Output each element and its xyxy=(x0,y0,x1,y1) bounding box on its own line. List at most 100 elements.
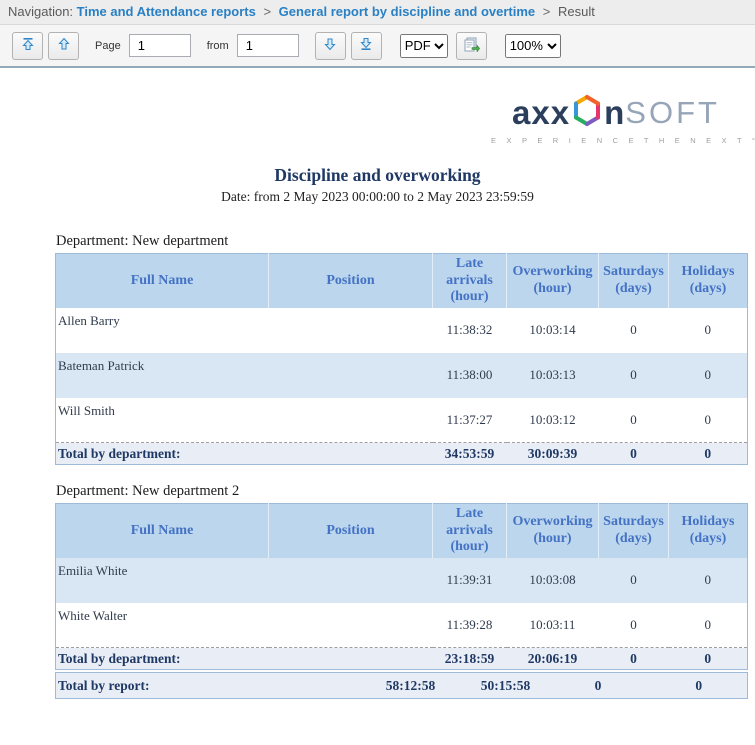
last-page-button[interactable] xyxy=(350,31,382,60)
table-row: White Walter 11:39:28 10:03:11 0 0 xyxy=(56,603,748,648)
column-header-late: Late arrivals (hour) xyxy=(432,253,507,308)
late-arrivals-value: 11:39:31 xyxy=(432,557,507,603)
report-total-table: Total by report: 58:12:58 50:15:58 0 0 xyxy=(55,672,748,700)
axxonsoft-logo: axx n SOFT E X P E R I E N C E T H E N E… xyxy=(491,92,755,145)
column-header-full-name: Full Name xyxy=(55,253,269,308)
breadcrumb-link-reports[interactable]: Time and Attendance reports xyxy=(76,4,256,19)
hexagon-logo-icon xyxy=(571,93,603,133)
overworking-value: 10:03:13 xyxy=(506,352,599,398)
overworking-value: 10:03:12 xyxy=(529,411,576,427)
logo-text-soft: SOFT xyxy=(625,94,720,130)
arrow-up-icon xyxy=(57,37,71,54)
department-total-label: Total by department: xyxy=(55,647,433,670)
report-toolbar: Page from PDF xyxy=(0,25,755,68)
zoom-select[interactable]: 100% xyxy=(504,33,561,58)
late-arrivals-value: 11:39:28 xyxy=(446,616,493,632)
breadcrumb: Navigation: Time and Attendance reports … xyxy=(0,0,755,25)
arrow-down-icon xyxy=(323,37,337,54)
employee-name: Bateman Patrick xyxy=(55,352,269,398)
next-page-button[interactable] xyxy=(314,31,346,60)
department-2-table: Full Name Position Late arrivals (hour) … xyxy=(55,503,748,671)
breadcrumb-current: Result xyxy=(557,4,595,19)
logo-tagline: E X P E R I E N C E T H E N E X T ° xyxy=(491,136,755,145)
total-overworking: 20:06:19 xyxy=(506,647,599,670)
table-header-row: Full Name Position Late arrivals (hour) … xyxy=(55,503,748,558)
employee-position xyxy=(268,557,433,603)
saturdays-value: 0 xyxy=(630,616,637,632)
table-row: Emilia White 11:39:31 10:03:08 0 0 xyxy=(55,557,748,603)
department-total-row: Total by department: 34:53:59 30:09:39 0… xyxy=(55,442,748,465)
saturdays-value: 0 xyxy=(598,557,669,603)
department-total-label: Total by department: xyxy=(55,442,433,465)
department-2-label: Department: New department 2 xyxy=(56,483,240,500)
holidays-value: 0 xyxy=(668,557,748,603)
breadcrumb-separator: > xyxy=(263,4,272,19)
column-header-saturdays: Saturdays (days) xyxy=(598,253,669,308)
employee-name: Will Smith xyxy=(58,402,115,418)
total-late-arrivals: 23:18:59 xyxy=(432,647,507,670)
table-header-row: Full Name Position Late arrivals (hour) … xyxy=(55,253,748,308)
column-header-saturdays: Saturdays (days) xyxy=(598,503,669,558)
department-1-table: Full Name Position Late arrivals (hour) … xyxy=(55,253,748,466)
logo-text-axx: axx xyxy=(512,93,571,131)
column-header-overworking: Overworking (hour) xyxy=(506,253,599,308)
holidays-value: 0 xyxy=(704,411,712,427)
employee-position xyxy=(268,352,433,398)
saturdays-value: 0 xyxy=(630,411,637,427)
report-total-late: 58:12:58 xyxy=(355,672,466,699)
column-header-holidays: Holidays (days) xyxy=(668,503,748,558)
arrow-down-to-bar-icon xyxy=(359,37,373,54)
overworking-value: 10:03:11 xyxy=(529,616,576,632)
employee-name: Allen Barry xyxy=(58,312,120,328)
total-holidays: 0 xyxy=(668,442,748,465)
total-saturdays: 0 xyxy=(598,442,669,465)
from-label: from xyxy=(206,39,229,52)
page-number-input[interactable] xyxy=(128,34,191,57)
employee-position xyxy=(269,398,433,443)
holidays-value: 0 xyxy=(704,616,712,632)
breadcrumb-prefix: Navigation: xyxy=(8,4,74,19)
column-header-holidays: Holidays (days) xyxy=(668,253,748,308)
report-total-row: Total by report: 58:12:58 50:15:58 0 0 xyxy=(55,672,748,699)
column-header-position: Position xyxy=(268,253,433,308)
logo-text-n: n xyxy=(604,93,626,131)
table-row: Bateman Patrick 11:38:00 10:03:13 0 0 xyxy=(55,352,748,398)
report-date-range: Date: from 2 May 2023 00:00:00 to 2 May … xyxy=(221,189,534,204)
saturdays-value: 0 xyxy=(630,322,637,338)
export-report-icon xyxy=(463,37,480,55)
column-header-late: Late arrivals (hour) xyxy=(432,503,507,558)
report-total-overworking: 50:15:58 xyxy=(465,672,546,699)
table-row: Allen Barry 11:38:32 10:03:14 0 0 xyxy=(56,308,748,353)
report-total-label: Total by report: xyxy=(55,672,356,699)
export-format-select[interactable]: PDF xyxy=(399,33,448,58)
employee-position xyxy=(269,603,433,648)
arrow-up-to-bar-icon xyxy=(21,37,35,54)
total-holidays: 0 xyxy=(668,647,748,670)
employee-name: White Walter xyxy=(58,607,128,623)
total-pages-input[interactable] xyxy=(236,34,299,57)
page-label: Page xyxy=(95,39,121,52)
overworking-value: 10:03:14 xyxy=(529,322,576,338)
holidays-value: 0 xyxy=(704,322,712,338)
column-header-overworking: Overworking (hour) xyxy=(506,503,599,558)
table-row: Will Smith 11:37:27 10:03:12 0 0 xyxy=(56,398,748,443)
first-page-button[interactable] xyxy=(12,31,43,60)
previous-page-button[interactable] xyxy=(48,31,79,60)
department-1-label: Department: New department xyxy=(56,233,229,249)
report-total-holidays: 0 xyxy=(650,672,748,699)
column-header-full-name: Full Name xyxy=(55,503,269,558)
total-overworking: 30:09:39 xyxy=(506,442,599,465)
overworking-value: 10:03:08 xyxy=(506,557,599,603)
late-arrivals-value: 11:38:32 xyxy=(446,322,493,338)
export-button[interactable] xyxy=(455,31,487,60)
report-total-saturdays: 0 xyxy=(545,672,651,699)
saturdays-value: 0 xyxy=(598,352,669,398)
report-title: Discipline and overworking xyxy=(274,165,481,185)
late-arrivals-value: 11:37:27 xyxy=(446,411,493,427)
holidays-value: 0 xyxy=(668,352,748,398)
department-total-row: Total by department: 23:18:59 20:06:19 0… xyxy=(55,647,748,670)
total-saturdays: 0 xyxy=(598,647,669,670)
employee-position xyxy=(269,308,433,353)
breadcrumb-link-general-report[interactable]: General report by discipline and overtim… xyxy=(278,4,536,19)
column-header-position: Position xyxy=(268,503,433,558)
